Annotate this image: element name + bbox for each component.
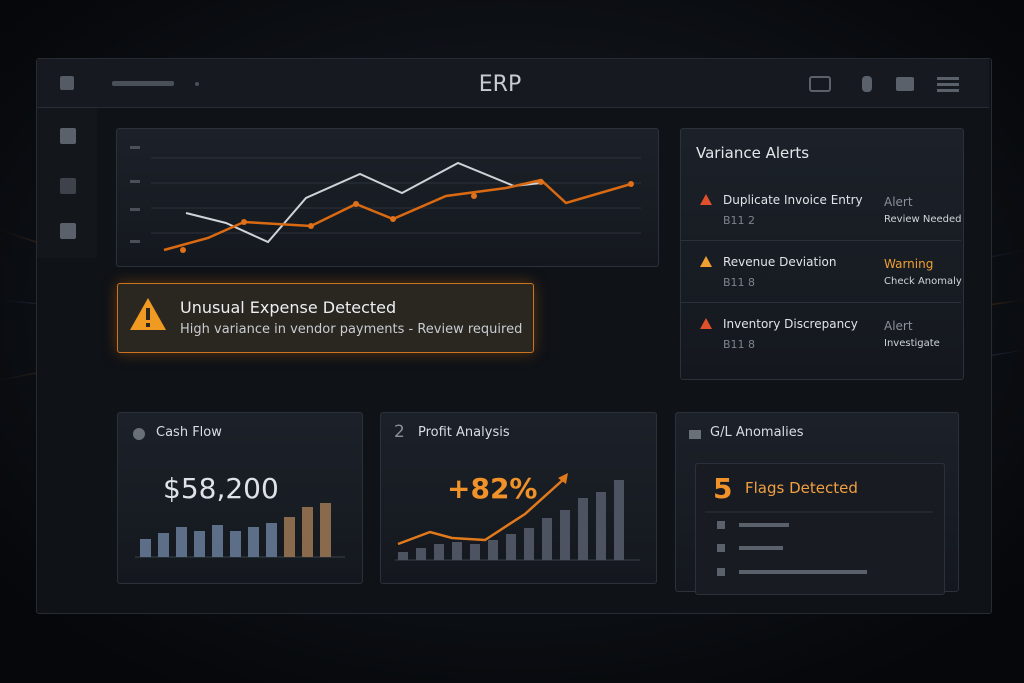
status-icon — [700, 194, 712, 205]
task-icon[interactable] — [60, 223, 76, 239]
flag-list — [705, 511, 933, 576]
flag-count: 5 — [713, 472, 733, 505]
alert-code: B11 8 — [723, 276, 756, 289]
alert-status: Alert — [884, 195, 913, 209]
toolbar-icons — [60, 76, 959, 239]
profit-bars — [395, 473, 640, 561]
card-value: +82% — [447, 472, 538, 505]
alert-code: B11 2 — [723, 214, 756, 227]
variance-alerts-panel — [680, 128, 964, 380]
status-icon — [700, 318, 712, 329]
trend-chart — [130, 146, 641, 253]
card-title: Cash Flow — [156, 425, 222, 440]
card-title: Profit Analysis — [418, 425, 510, 440]
alert-action: Investigate — [884, 338, 940, 349]
alert-status: Alert — [884, 319, 913, 333]
check-icon[interactable] — [60, 128, 76, 144]
card-value: $58,200 — [163, 472, 279, 505]
alert-status: Warning — [884, 257, 934, 271]
alert-code: B11 8 — [723, 338, 756, 351]
divider — [681, 302, 961, 303]
cash-flow-bars — [135, 503, 345, 558]
warning-icon — [130, 298, 166, 330]
expense-alert[interactable] — [117, 283, 534, 353]
flag-label: Flags Detected — [745, 479, 858, 497]
divider — [681, 240, 961, 241]
chart-icon[interactable] — [60, 178, 76, 194]
card-icon: 2 — [394, 422, 405, 442]
panel-title: Variance Alerts — [696, 144, 810, 162]
trend-panel — [116, 128, 659, 267]
mail-icon[interactable] — [809, 76, 831, 92]
mic-icon[interactable] — [862, 76, 872, 92]
status-icon — [700, 256, 712, 267]
alert-message: High variance in vendor payments - Revie… — [180, 322, 523, 337]
clock-icon — [133, 428, 145, 440]
alert-action: Check Anomaly — [884, 276, 962, 287]
app-title: ERP — [478, 72, 522, 97]
hamburger-icon[interactable] — [937, 77, 959, 92]
profit-card — [380, 412, 657, 584]
inbox-icon — [689, 430, 701, 439]
chat-icon[interactable] — [896, 77, 914, 91]
alert-label: Revenue Deviation — [723, 255, 837, 269]
alert-label: Duplicate Invoice Entry — [723, 193, 863, 207]
alert-title: Unusual Expense Detected — [180, 298, 397, 317]
card-title: G/L Anomalies — [710, 425, 804, 440]
alert-action: Review Needed — [884, 214, 962, 225]
menu-icon[interactable] — [60, 76, 74, 90]
alert-label: Inventory Discrepancy — [723, 317, 858, 331]
